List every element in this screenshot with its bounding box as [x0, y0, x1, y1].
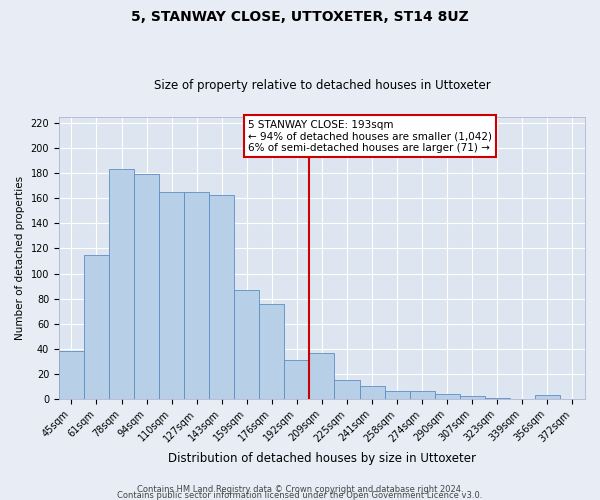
Bar [460, 396, 485, 399]
Bar [434, 394, 460, 399]
Bar [259, 304, 284, 399]
Bar [485, 398, 510, 399]
Bar [234, 290, 259, 399]
Bar [284, 360, 310, 399]
Bar [209, 194, 234, 399]
Bar [84, 254, 109, 399]
Text: 5 STANWAY CLOSE: 193sqm
← 94% of detached houses are smaller (1,042)
6% of semi-: 5 STANWAY CLOSE: 193sqm ← 94% of detache… [248, 120, 492, 153]
Bar [410, 392, 434, 399]
Bar [184, 192, 209, 399]
X-axis label: Distribution of detached houses by size in Uttoxeter: Distribution of detached houses by size … [168, 452, 476, 465]
Text: Contains public sector information licensed under the Open Government Licence v3: Contains public sector information licen… [118, 490, 482, 500]
Bar [535, 395, 560, 399]
Bar [109, 170, 134, 399]
Title: Size of property relative to detached houses in Uttoxeter: Size of property relative to detached ho… [154, 79, 490, 92]
Y-axis label: Number of detached properties: Number of detached properties [15, 176, 25, 340]
Bar [359, 386, 385, 399]
Text: Contains HM Land Registry data © Crown copyright and database right 2024.: Contains HM Land Registry data © Crown c… [137, 484, 463, 494]
Bar [59, 352, 84, 399]
Bar [334, 380, 359, 399]
Bar [159, 192, 184, 399]
Text: 5, STANWAY CLOSE, UTTOXETER, ST14 8UZ: 5, STANWAY CLOSE, UTTOXETER, ST14 8UZ [131, 10, 469, 24]
Bar [134, 174, 159, 399]
Bar [385, 392, 410, 399]
Bar [310, 352, 334, 399]
